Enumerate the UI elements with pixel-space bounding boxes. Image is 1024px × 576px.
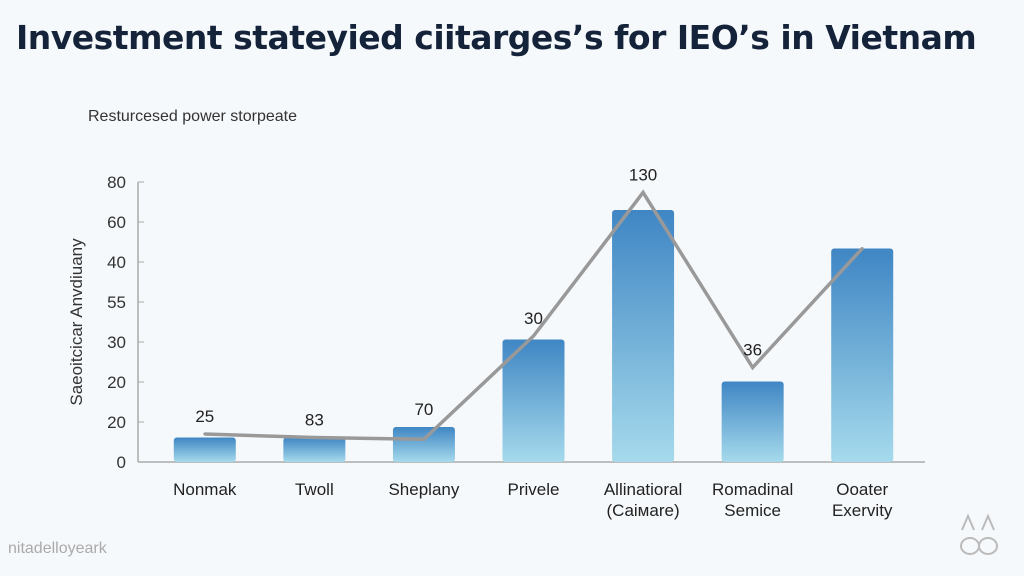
line-point [532, 334, 535, 338]
bar [392, 427, 455, 462]
line-point [312, 436, 316, 439]
x-tick-label: Twoll [295, 480, 334, 499]
bar [502, 339, 565, 462]
y-tick-label: 60 [107, 213, 126, 232]
data-label: 25 [195, 407, 214, 426]
bar [831, 248, 894, 462]
bar [173, 437, 236, 462]
y-tick-label: 30 [107, 333, 126, 352]
x-tick-label: Allinatioral [604, 480, 682, 499]
x-tick-label: Semice [724, 501, 781, 520]
y-tick-label: 40 [107, 253, 126, 272]
data-label: 30 [524, 309, 543, 328]
x-tick-label: Exervity [832, 501, 893, 520]
data-label: 70 [414, 400, 433, 419]
y-tick-label: 20 [107, 413, 126, 432]
watermark: nitadelloyeark [8, 540, 107, 557]
x-tick-label: Romadinal [712, 480, 793, 499]
chart-subtitle: Resturcesed power storpeate [88, 108, 297, 125]
y-tick-label: 80 [107, 173, 126, 192]
line-point [860, 247, 864, 250]
y-tick-label: 0 [117, 453, 126, 472]
line-point [203, 432, 207, 436]
x-tick-label: (Caімare) [607, 501, 680, 520]
x-tick-label: Ooater [836, 480, 888, 499]
y-tick-label: 20 [107, 373, 126, 392]
x-tick-label: Nonmak [173, 480, 237, 499]
bar [721, 381, 784, 462]
bar [612, 210, 675, 462]
logo-icon [960, 513, 998, 555]
line-point [641, 191, 645, 194]
data-label: 130 [629, 166, 657, 185]
bar [283, 437, 346, 462]
y-tick-label: 55 [107, 293, 126, 312]
y-axis-label: Saeoitcicar Anvdiuany [67, 238, 86, 406]
data-label: 36 [743, 341, 762, 360]
chart-title: Investment stateyied ciitarges’s for IEO… [16, 18, 977, 57]
line-point [422, 437, 426, 441]
x-tick-label: Sheplany [388, 480, 459, 499]
x-tick-label: Privele [508, 480, 560, 499]
data-label: 83 [305, 411, 324, 430]
line-point [751, 366, 755, 369]
